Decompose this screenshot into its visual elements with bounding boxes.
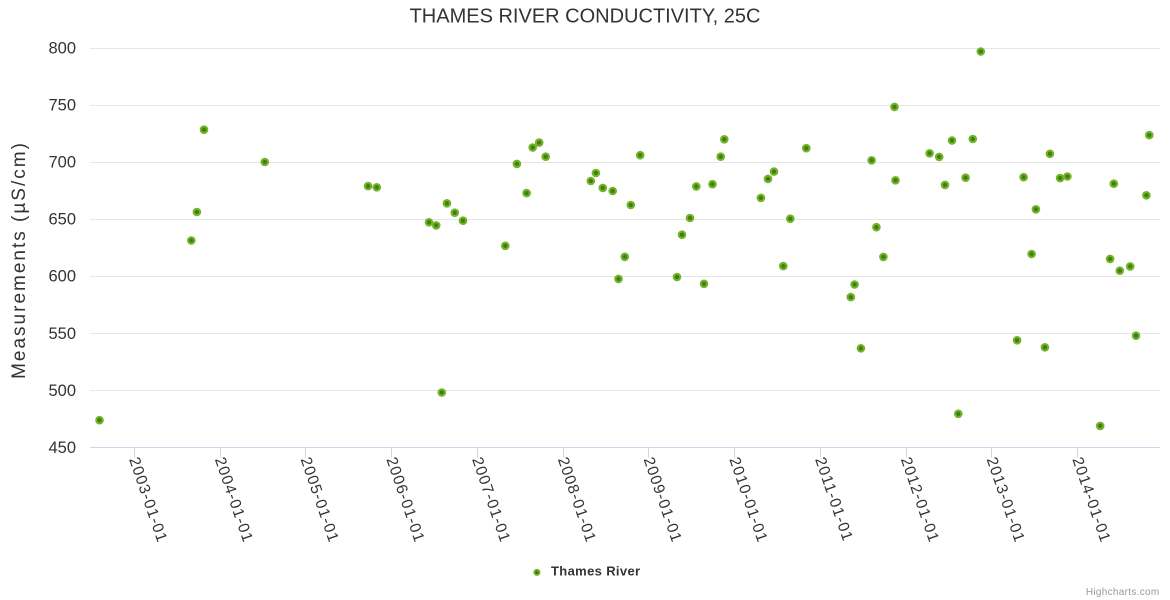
- svg-text:THAMES RIVER CONDUCTIVITY, 25C: THAMES RIVER CONDUCTIVITY, 25C: [410, 6, 761, 28]
- svg-text:800: 800: [48, 39, 76, 57]
- svg-text:750: 750: [48, 97, 76, 115]
- svg-text:650: 650: [48, 211, 76, 229]
- svg-text:700: 700: [48, 154, 76, 172]
- svg-text:Measurements (µS/cm): Measurements (µS/cm): [9, 141, 30, 379]
- svg-text:500: 500: [48, 382, 76, 400]
- svg-text:550: 550: [48, 325, 76, 343]
- svg-text:600: 600: [48, 268, 76, 286]
- svg-text:Highcharts.com: Highcharts.com: [1086, 587, 1160, 598]
- svg-text:Thames River: Thames River: [551, 564, 640, 579]
- svg-text:450: 450: [48, 439, 76, 457]
